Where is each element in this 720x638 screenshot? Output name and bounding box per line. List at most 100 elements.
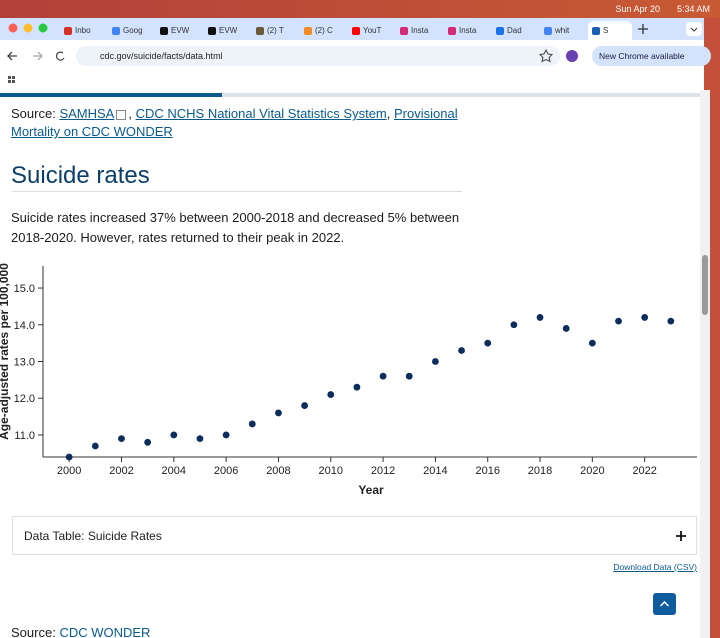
tab-icon bbox=[496, 26, 504, 35]
date: Sun Apr 20 bbox=[615, 4, 660, 14]
y-tick-label: 11.0 bbox=[14, 430, 35, 442]
data-point bbox=[91, 442, 99, 450]
data-point bbox=[275, 409, 282, 417]
source-link[interactable]: SAMHSA bbox=[59, 106, 115, 121]
x-tick-label: 2018 bbox=[528, 465, 552, 477]
x-tick-label: 2006 bbox=[214, 465, 238, 477]
source-label: Source: bbox=[11, 625, 56, 638]
time: 5:34 AM bbox=[676, 4, 710, 14]
tab-icon bbox=[352, 26, 360, 35]
tab-title: Insta bbox=[411, 26, 429, 35]
data-point bbox=[196, 435, 204, 443]
y-tick-label: 13.0 bbox=[14, 357, 35, 369]
tab[interactable]: (2) C bbox=[300, 21, 348, 40]
window-controls bbox=[8, 23, 48, 33]
source-link[interactable]: CDC WONDER bbox=[59, 625, 151, 638]
toolbar: cdc.gov/suicide/facts/data.html New Chro… bbox=[0, 40, 711, 90]
y-tick-label: 14.0 bbox=[14, 320, 35, 332]
data-point bbox=[379, 372, 387, 380]
source-bottom: Source: CDC WONDER bbox=[11, 625, 150, 638]
tab-title: EVW bbox=[219, 26, 238, 35]
tab-title: Goog bbox=[123, 26, 143, 35]
heading: Suicide rates bbox=[11, 162, 150, 189]
data-point bbox=[458, 347, 465, 354]
data-point bbox=[222, 431, 230, 439]
data-point bbox=[588, 339, 596, 347]
x-tick-label: 2010 bbox=[319, 465, 343, 477]
y-tick-label: 15.0 bbox=[14, 283, 35, 295]
tab-title: whit bbox=[555, 26, 570, 35]
update-button[interactable]: New Chrome available bbox=[592, 46, 711, 66]
scroll-top[interactable] bbox=[653, 593, 676, 615]
separator: , bbox=[386, 106, 391, 121]
address-bar[interactable]: cdc.gov/suicide/facts/data.html bbox=[76, 46, 560, 66]
data-point bbox=[562, 325, 570, 332]
tab-title: (2) T bbox=[267, 26, 284, 35]
x-tick-label: 2008 bbox=[266, 465, 290, 477]
data-point bbox=[405, 372, 413, 380]
tab[interactable]: YouT bbox=[348, 21, 396, 40]
tab-icon bbox=[544, 26, 552, 35]
tab-strip: Inbo Goog EVW EVW (2) T (2) C YouT Insta Insta Da… bbox=[0, 18, 704, 40]
expand-icon bbox=[676, 531, 686, 541]
data-point bbox=[170, 431, 178, 439]
progress-bar bbox=[0, 93, 222, 97]
accordion[interactable]: Data Table: Suicide Rates bbox=[12, 516, 697, 555]
x-tick-label: 2022 bbox=[632, 465, 656, 477]
source-line: Source: SAMHSA, CDC NCHS National Vital … bbox=[11, 105, 471, 141]
tab[interactable]: whit bbox=[540, 21, 588, 40]
x-tick-label: 2020 bbox=[580, 465, 604, 477]
tab[interactable]: EVW bbox=[204, 21, 252, 40]
data-point bbox=[510, 321, 518, 329]
tab[interactable]: Inbo bbox=[60, 21, 108, 40]
x-tick-label: 2014 bbox=[423, 465, 447, 477]
data-point bbox=[615, 317, 622, 325]
source-label: Source: bbox=[11, 106, 56, 121]
tab-title: EVW bbox=[171, 26, 190, 35]
url: cdc.gov/suicide/facts/data.html bbox=[100, 51, 223, 61]
data-point bbox=[641, 314, 649, 321]
tab[interactable]: EVW bbox=[156, 21, 204, 40]
scroll-thumb[interactable] bbox=[702, 255, 708, 315]
tab-title: Inbo bbox=[75, 26, 91, 35]
x-tick-label: 2000 bbox=[57, 465, 81, 477]
tab-icon bbox=[304, 26, 312, 35]
x-axis-label: Year bbox=[358, 483, 384, 497]
tab[interactable]: Goog bbox=[108, 21, 156, 40]
tab[interactable]: Dad bbox=[492, 21, 540, 40]
bookmark-star[interactable] bbox=[538, 48, 578, 64]
tab[interactable]: Insta bbox=[444, 21, 492, 40]
paragraph: Suicide rates increased 37% between 2000… bbox=[11, 210, 460, 245]
tab-icon bbox=[112, 26, 120, 35]
data-point bbox=[327, 391, 335, 398]
tab[interactable]: (2) T bbox=[252, 21, 300, 40]
data-point bbox=[144, 438, 152, 446]
tab-title: (2) C bbox=[315, 26, 333, 35]
y-tick-label: 12.0 bbox=[14, 393, 35, 405]
data-point bbox=[536, 314, 544, 321]
accordion-title: Data Table: Suicide Rates bbox=[24, 529, 162, 543]
data-point bbox=[301, 402, 308, 409]
tab-title: Insta bbox=[459, 26, 477, 35]
data-point bbox=[353, 383, 361, 391]
source-link[interactable]: CDC NCHS National Vital Statistics Syste… bbox=[135, 106, 387, 121]
tab-title: Dad bbox=[507, 26, 522, 35]
tab[interactable]: Insta bbox=[396, 21, 444, 40]
page: Source: SAMHSA, CDC NCHS National Vital … bbox=[0, 90, 700, 638]
data-point bbox=[248, 420, 256, 428]
data-point bbox=[484, 339, 492, 347]
tab-icon bbox=[592, 26, 600, 35]
tab[interactable]: S bbox=[588, 21, 632, 40]
nav-buttons[interactable] bbox=[0, 40, 90, 90]
source-link[interactable]: Provisional Mortality on CDC WONDER bbox=[11, 106, 458, 139]
heading-rule bbox=[12, 191, 462, 192]
data-point bbox=[667, 317, 675, 325]
new-tab[interactable] bbox=[636, 22, 650, 36]
tab-menu[interactable] bbox=[686, 22, 702, 36]
x-tick-label: 2016 bbox=[475, 465, 499, 477]
download-link[interactable]: Download Data (CSV) bbox=[613, 562, 697, 572]
scrollbar bbox=[700, 90, 710, 638]
y-axis-label: Age-adjusted rates per 100,000 bbox=[0, 263, 11, 440]
separator: , bbox=[128, 106, 132, 121]
